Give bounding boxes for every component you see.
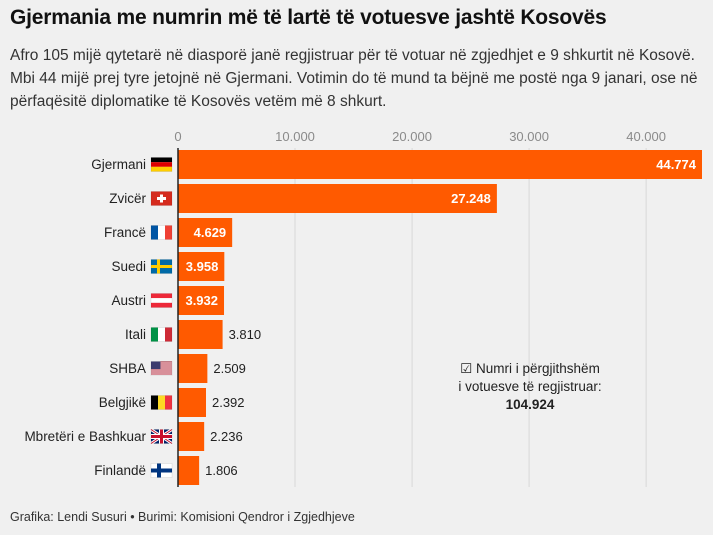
total-voters-box: ☑ Numri i përgjithshëm i votuesve të reg… [430,360,630,414]
category-label: SHBA [109,361,146,376]
flag-de-icon [150,157,173,172]
category-label: Belgjikë [99,395,146,410]
total-label-line1: ☑ Numri i përgjithshëm [460,361,600,376]
flag-be-icon [150,395,173,410]
chart-subtitle: Afro 105 mijë qytetarë në diasporë janë … [10,47,698,110]
category-label: Zvicër [109,191,146,206]
flag-us-icon [150,361,173,376]
x-tick-label: 30.000 [509,129,549,144]
chart-footer: Grafika: Lendi Susuri • Burimi: Komision… [10,510,355,524]
x-tick-label: 10.000 [275,129,315,144]
bar-value-label: 27.248 [451,191,491,206]
bar-value-label: 2.236 [210,429,243,444]
category-label: Francë [104,225,146,240]
x-tick-label: 0 [174,129,181,144]
category-label: Finlandë [94,463,146,478]
bar [178,354,208,383]
bar-value-label: 44.774 [656,157,697,172]
flag-it-icon [150,327,173,342]
bar [178,388,206,417]
bar-value-label: 4.629 [194,225,227,240]
category-label: Suedi [111,259,146,274]
bar-value-label: 3.958 [186,259,219,274]
bar [178,422,205,451]
total-value: 104.924 [505,397,555,412]
x-tick-label: 20.000 [392,129,432,144]
category-label: Itali [125,327,146,342]
chart-title: Gjermania me numrin më të lartë të votue… [10,6,607,29]
flag-fi-icon [150,463,173,478]
flag-at-icon [150,293,173,308]
flag-se-icon [150,259,173,274]
category-label: Gjermani [91,157,146,172]
bar-value-label: 3.932 [185,293,218,308]
bar [178,252,225,281]
x-tick-label: 40.000 [626,129,666,144]
flag-gb-icon [150,428,173,445]
bar [178,218,233,247]
bar [178,184,497,213]
bar-value-label: 1.806 [205,463,238,478]
bar [178,286,225,315]
flag-fr-icon [150,225,173,240]
total-label-line2: i votuesve të regjistruar: [458,379,602,394]
category-label: Austri [111,293,146,308]
bar [178,456,200,485]
bar [178,320,223,349]
category-label: Mbretëri e Bashkuar [24,429,146,444]
flag-ch-icon [150,191,173,206]
bar-value-label: 3.810 [229,327,262,342]
bar [178,150,702,179]
bar-value-label: 2.509 [213,361,246,376]
bar-value-label: 2.392 [212,395,245,410]
